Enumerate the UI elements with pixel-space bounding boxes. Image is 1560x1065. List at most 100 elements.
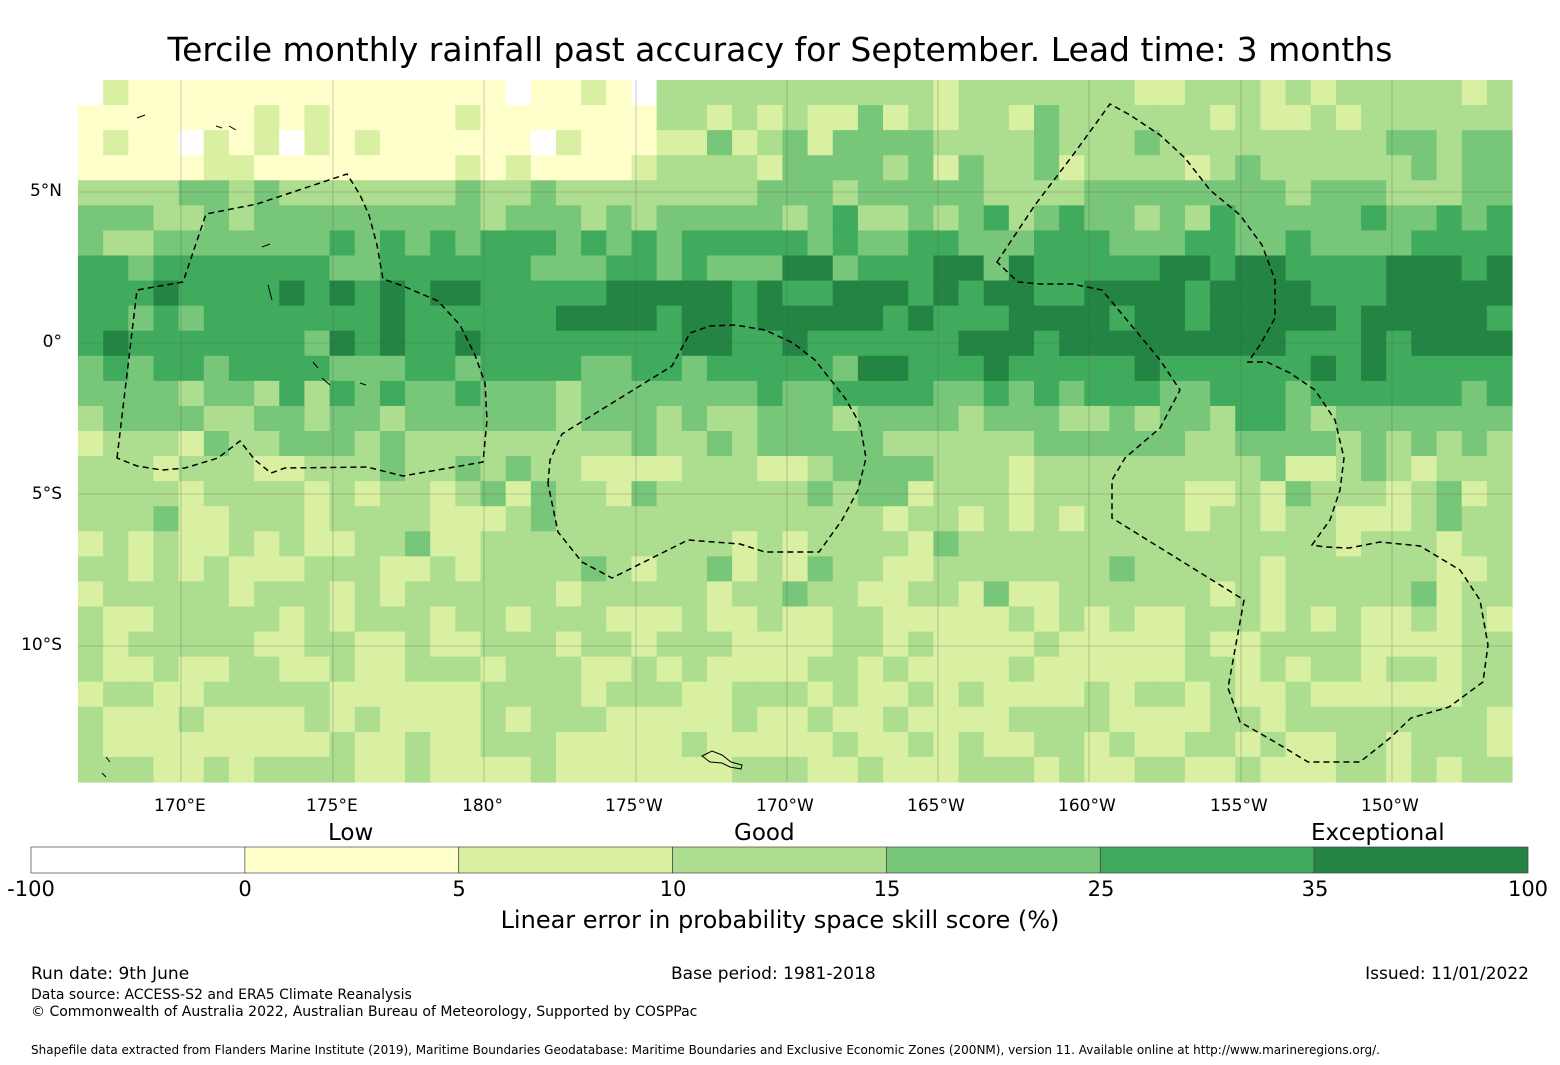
grid-cell <box>379 255 406 282</box>
grid-cell <box>1285 631 1312 658</box>
grid-cell <box>1184 155 1211 181</box>
grid-cell <box>933 180 960 206</box>
grid-cell <box>908 731 934 758</box>
grid-cell <box>1134 631 1161 658</box>
grid-cell <box>706 280 733 307</box>
grid-cell <box>958 305 985 332</box>
grid-cell <box>354 556 381 583</box>
grid-cell <box>1008 731 1035 758</box>
grid-cell <box>279 280 306 307</box>
grid-cell <box>1184 431 1211 457</box>
grid-cell <box>1386 380 1412 407</box>
grid-cell <box>656 506 683 532</box>
grid-cell <box>430 756 456 783</box>
grid-cell <box>354 180 381 206</box>
grid-cell <box>1285 706 1312 733</box>
grid-cell <box>480 205 507 232</box>
grid-cell <box>606 631 633 658</box>
grid-cell <box>329 155 356 181</box>
grid-cell <box>656 405 683 432</box>
grid-cell <box>983 606 1010 633</box>
grid-cell <box>203 405 230 432</box>
grid-cell <box>958 581 985 608</box>
grid-cell <box>103 506 129 532</box>
copyright: © Commonwealth of Australia 2022, Austra… <box>31 1004 698 1020</box>
grid-cell <box>1109 631 1136 658</box>
grid-cell <box>556 405 582 432</box>
grid-cell <box>1335 380 1362 407</box>
grid-cell <box>1310 205 1337 232</box>
grid-cell <box>405 180 431 206</box>
grid-cell <box>681 731 708 758</box>
grid-cell <box>1461 581 1488 608</box>
grid-cell <box>1059 431 1085 457</box>
grid-cell <box>103 155 129 181</box>
grid-cell <box>228 205 255 232</box>
grid-cell <box>782 155 809 181</box>
grid-cell <box>254 405 280 432</box>
grid-cell <box>1260 456 1287 482</box>
grid-cell <box>455 506 482 532</box>
grid-cell <box>153 606 180 633</box>
grid-cell <box>103 405 129 432</box>
grid-cell <box>379 155 406 181</box>
grid-cell <box>656 606 683 633</box>
grid-cell <box>1134 130 1161 156</box>
grid-cell <box>1436 305 1463 332</box>
colorbar-tick: 35 <box>1301 877 1329 901</box>
grid-cell <box>178 631 205 658</box>
grid-cell <box>329 330 356 357</box>
grid-cell <box>304 255 331 282</box>
grid-cell <box>732 305 758 332</box>
grid-cell <box>480 731 507 758</box>
grid-cell <box>681 581 708 608</box>
grid-cell <box>455 330 482 357</box>
grid-cell <box>832 330 859 357</box>
eez-boundaries <box>116 103 1489 763</box>
grid-cell <box>354 631 381 658</box>
grid-cell <box>1285 355 1312 382</box>
grid-cell <box>1461 330 1488 357</box>
grid-cell <box>1008 581 1035 608</box>
grid-cell <box>1159 456 1186 482</box>
grid-cell <box>1159 731 1186 758</box>
grid-cell <box>354 706 381 733</box>
grid-cell <box>1008 556 1035 583</box>
grid-cell <box>832 305 859 332</box>
grid-cell <box>1084 731 1111 758</box>
grid-cell <box>1285 606 1312 633</box>
grid-cell <box>530 656 557 683</box>
grid-cell <box>1310 405 1337 432</box>
grid-cell <box>1335 706 1362 733</box>
grid-cell <box>1184 581 1211 608</box>
grid-cell <box>807 431 834 457</box>
grid-cell <box>1034 631 1060 658</box>
grid-cell <box>1436 756 1463 783</box>
grid-cell <box>782 556 809 583</box>
grid-cell <box>228 656 255 683</box>
grid-cell <box>1235 631 1262 658</box>
grid-cell <box>782 431 809 457</box>
grid-cell <box>1134 280 1161 307</box>
grid-cell <box>782 80 809 106</box>
grid-cell <box>1210 581 1236 608</box>
grid-cell <box>1235 130 1262 156</box>
grid-cell <box>1034 506 1060 532</box>
grid-cell <box>254 130 280 156</box>
grid-cell <box>254 506 280 532</box>
grid-cell <box>1361 80 1387 106</box>
grid-cell <box>757 230 784 257</box>
grid-cell <box>354 405 381 432</box>
grid-cell <box>606 280 633 307</box>
grid-cell <box>732 681 758 708</box>
grid-cell <box>1134 255 1161 282</box>
grid-cell <box>178 230 205 257</box>
grid-cell <box>1084 581 1111 608</box>
grid-cell <box>279 606 306 633</box>
grid-cell <box>1310 556 1337 583</box>
grid-cell <box>1159 606 1186 633</box>
grid-cell <box>254 230 280 257</box>
grid-cell <box>128 581 155 608</box>
grid-cell <box>581 105 607 131</box>
grid-cell <box>480 355 507 382</box>
